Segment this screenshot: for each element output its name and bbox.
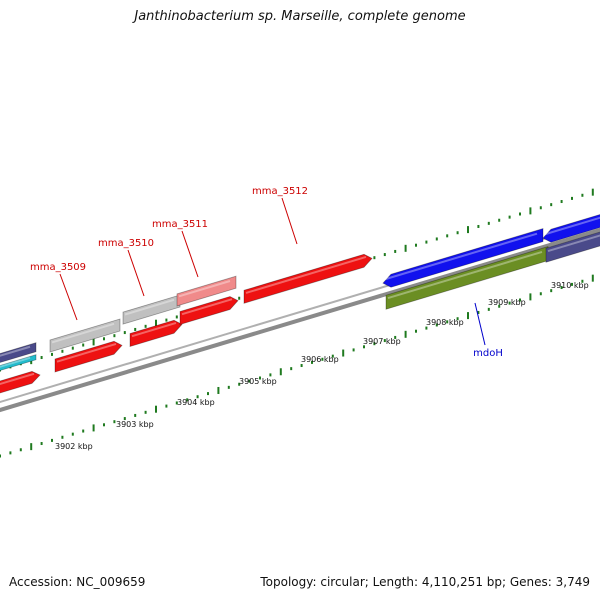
gene-label-leader bbox=[474, 302, 486, 346]
gene-label-leader bbox=[181, 230, 199, 278]
gene-label-leader bbox=[281, 197, 298, 245]
gene-labels-layer: mma_3509 mma_3510 mma_3511 mma_3512 mdoH bbox=[30, 186, 503, 359]
ruler-label: 3902 kbp bbox=[55, 442, 93, 451]
gene-feature-blue-highlight bbox=[384, 232, 538, 281]
gene-label: mma_3510 bbox=[98, 238, 154, 249]
gene-feature-gray-highlight bbox=[51, 322, 115, 344]
gene-label: mma_3512 bbox=[252, 186, 308, 197]
gene-mma_3512-highlight bbox=[245, 255, 367, 294]
gene-mma_3510 bbox=[129, 319, 183, 348]
gene-feature-pink bbox=[176, 275, 237, 307]
gene-feature-gray bbox=[49, 318, 121, 353]
gene-feature-slate-highlight bbox=[547, 234, 600, 253]
gene-feature-red-highlight bbox=[0, 372, 35, 386]
gene-features-layer bbox=[0, 214, 600, 394]
gene-feature-gray-highlight bbox=[124, 298, 175, 316]
gene-feature-red bbox=[0, 370, 41, 394]
ruler-label: 3907 kbp bbox=[363, 337, 401, 346]
gene-feature-slate-highlight bbox=[0, 345, 31, 357]
ruler-label: 3909 kbp bbox=[488, 298, 526, 307]
ruler-label: 3908 kbp bbox=[426, 318, 464, 327]
map-title: Janthinobacterium sp. Marseille, complet… bbox=[134, 9, 466, 24]
gene-feature-slate bbox=[545, 231, 600, 263]
gene-feature-blue bbox=[542, 214, 600, 243]
gene-feature-slate bbox=[0, 342, 37, 363]
gene-mma_3511 bbox=[179, 296, 239, 326]
ruler-label: 3903 kbp bbox=[116, 420, 154, 429]
ruler-label: 3906 kbp bbox=[301, 355, 339, 364]
gene-label: mma_3509 bbox=[30, 262, 86, 273]
gene-mma_3510-highlight bbox=[131, 321, 177, 338]
gene-label: mma_3511 bbox=[152, 219, 208, 230]
gene-mma_3512 bbox=[243, 253, 373, 304]
gene-mma_3509 bbox=[54, 340, 123, 373]
gene-feature-pink-highlight bbox=[178, 280, 231, 298]
gene-feature-blue bbox=[382, 228, 544, 288]
gene-label-leader bbox=[59, 273, 78, 321]
ruler-label: 3905 kbp bbox=[239, 377, 277, 386]
gene-feature-blue-highlight bbox=[544, 216, 600, 236]
accession-text: Accession: NC_009659 bbox=[9, 575, 146, 589]
gene-feature-cyan bbox=[0, 354, 37, 371]
gene-mma_3511-highlight bbox=[181, 298, 233, 316]
backbone-line-outer bbox=[0, 227, 600, 413]
topology-summary: Topology: circular; Length: 4,110,251 bp… bbox=[260, 575, 590, 589]
gene-mma_3509-highlight bbox=[56, 342, 117, 363]
ruler-label: 3904 kbp bbox=[177, 398, 215, 407]
gene-mdoH-highlight bbox=[387, 250, 543, 300]
gene-feature-cyan-highlight bbox=[0, 356, 31, 368]
gene-label: mdoH bbox=[473, 348, 503, 359]
gene-label-leader bbox=[127, 249, 145, 297]
ruler-label: 3910 kbp bbox=[551, 281, 589, 290]
gene-feature-gray bbox=[122, 294, 181, 325]
